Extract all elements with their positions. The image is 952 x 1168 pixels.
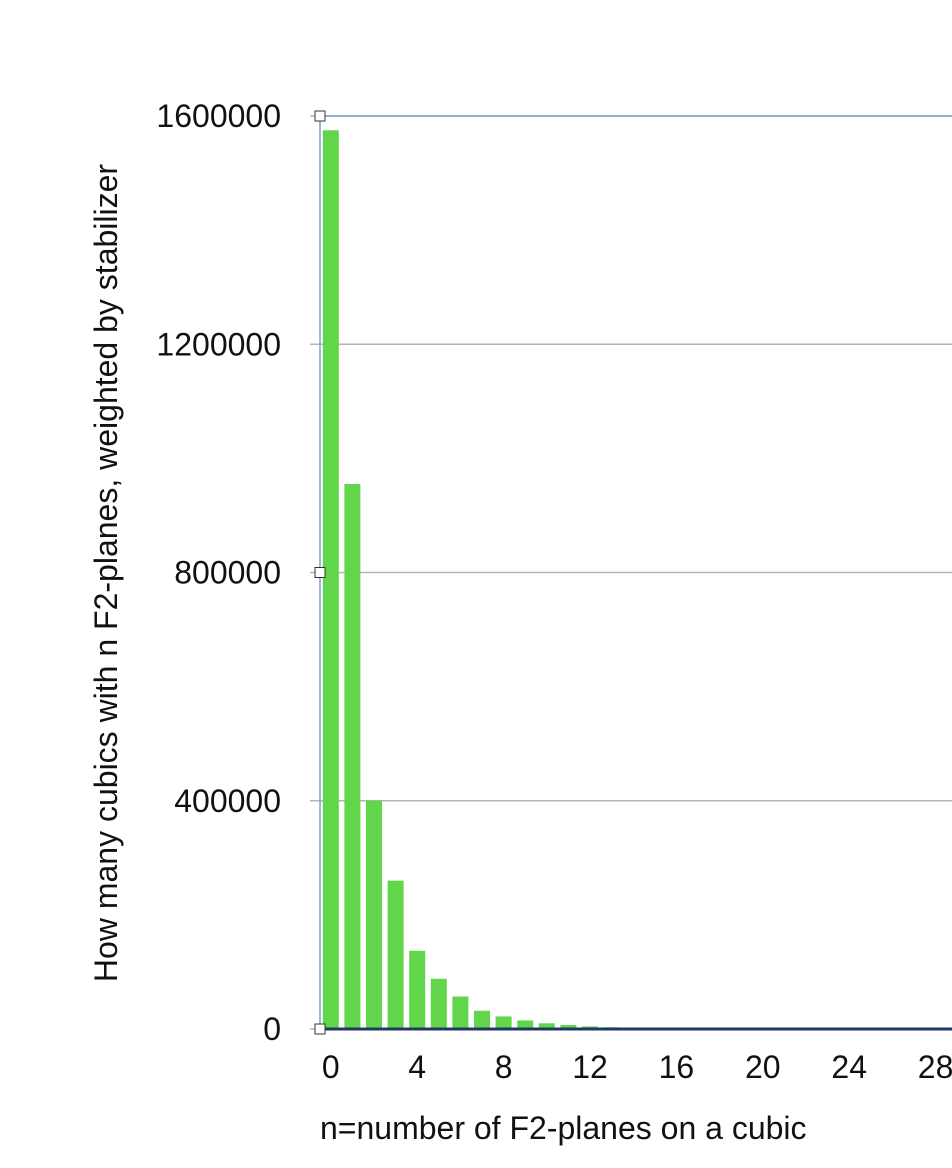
x-tick-label: 28 xyxy=(918,1049,952,1085)
x-tick-label: 20 xyxy=(745,1049,781,1085)
bar xyxy=(495,1016,512,1029)
y-tick-label: 1600000 xyxy=(156,98,281,134)
y-tick-label: 0 xyxy=(263,1011,281,1047)
selection-handle[interactable] xyxy=(314,1023,326,1035)
bars xyxy=(322,130,952,1030)
y-tick-label: 800000 xyxy=(174,555,281,591)
bar xyxy=(517,1020,534,1029)
x-tick-label: 12 xyxy=(572,1049,608,1085)
x-tick-label: 8 xyxy=(495,1049,513,1085)
x-tick-label: 0 xyxy=(322,1049,340,1085)
x-tick-label: 16 xyxy=(659,1049,695,1085)
x-tick-labels: 0 4 8 12 16 20 24 28 xyxy=(322,1049,952,1085)
x-tick-label: 24 xyxy=(831,1049,867,1085)
selection-handles[interactable] xyxy=(314,110,326,1035)
y-axis-title: How many cubics with n F2-planes, weight… xyxy=(88,164,124,982)
x-axis-title: n=number of F2-planes on a cubic xyxy=(320,1110,807,1146)
bar xyxy=(322,130,339,1029)
bar xyxy=(452,996,469,1029)
y-tick-labels: 0 400000 800000 1200000 1600000 xyxy=(156,98,281,1047)
selection-handle[interactable] xyxy=(314,567,326,578)
bar xyxy=(474,1010,490,1029)
bar xyxy=(430,978,447,1029)
bar xyxy=(560,1025,577,1029)
bar xyxy=(538,1023,555,1029)
bar xyxy=(366,800,382,1029)
selection-handle[interactable] xyxy=(314,110,326,122)
gridlines xyxy=(310,115,952,1030)
bar xyxy=(409,950,426,1029)
bar xyxy=(344,484,361,1030)
y-tick-label: 1200000 xyxy=(156,326,281,362)
y-tick-label: 400000 xyxy=(174,783,281,819)
bar xyxy=(387,880,404,1029)
x-tick-label: 4 xyxy=(408,1049,426,1085)
